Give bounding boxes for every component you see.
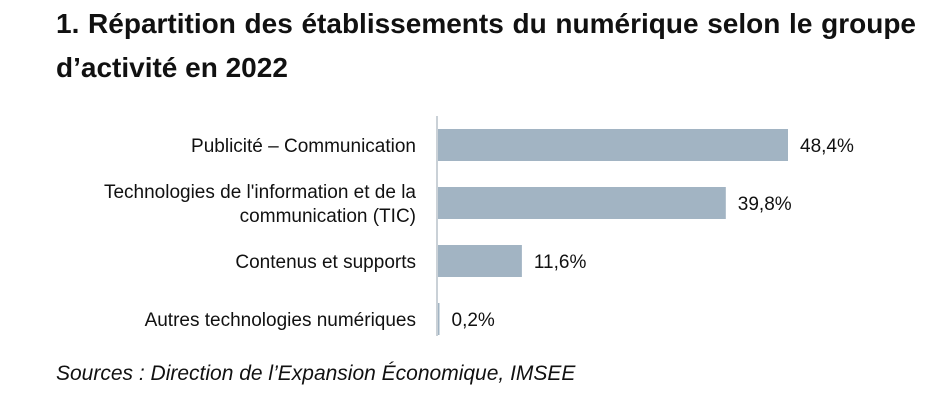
- category-label-2: Contenus et supports: [235, 252, 416, 273]
- category-label-0: Publicité – Communication: [191, 136, 416, 157]
- category-label-1-line-0: Technologies de l'information et de la: [104, 182, 416, 203]
- category-label-3: Autres technologies numériques: [145, 310, 416, 331]
- bar-2: [438, 245, 522, 277]
- value-label-3: 0,2%: [452, 310, 495, 331]
- bar-chart: 48,4% Publicité – Communication 39,8% Techn…: [104, 116, 854, 336]
- bar-1: [438, 187, 726, 219]
- value-label-2: 11,6%: [534, 252, 587, 273]
- value-label-0: 48,4%: [800, 136, 854, 157]
- source-note: Sources : Direction de l’Expansion Écono…: [56, 362, 576, 385]
- bar-3: [438, 303, 440, 335]
- category-label-1-line-1: communication (TIC): [240, 206, 416, 227]
- bar-0: [438, 129, 788, 161]
- bars-group: 48,4% Publicité – Communication 39,8% Techn…: [104, 129, 854, 335]
- value-label-1: 39,8%: [738, 194, 792, 215]
- chart-title: 1. Répartition des établissements du num…: [56, 8, 916, 83]
